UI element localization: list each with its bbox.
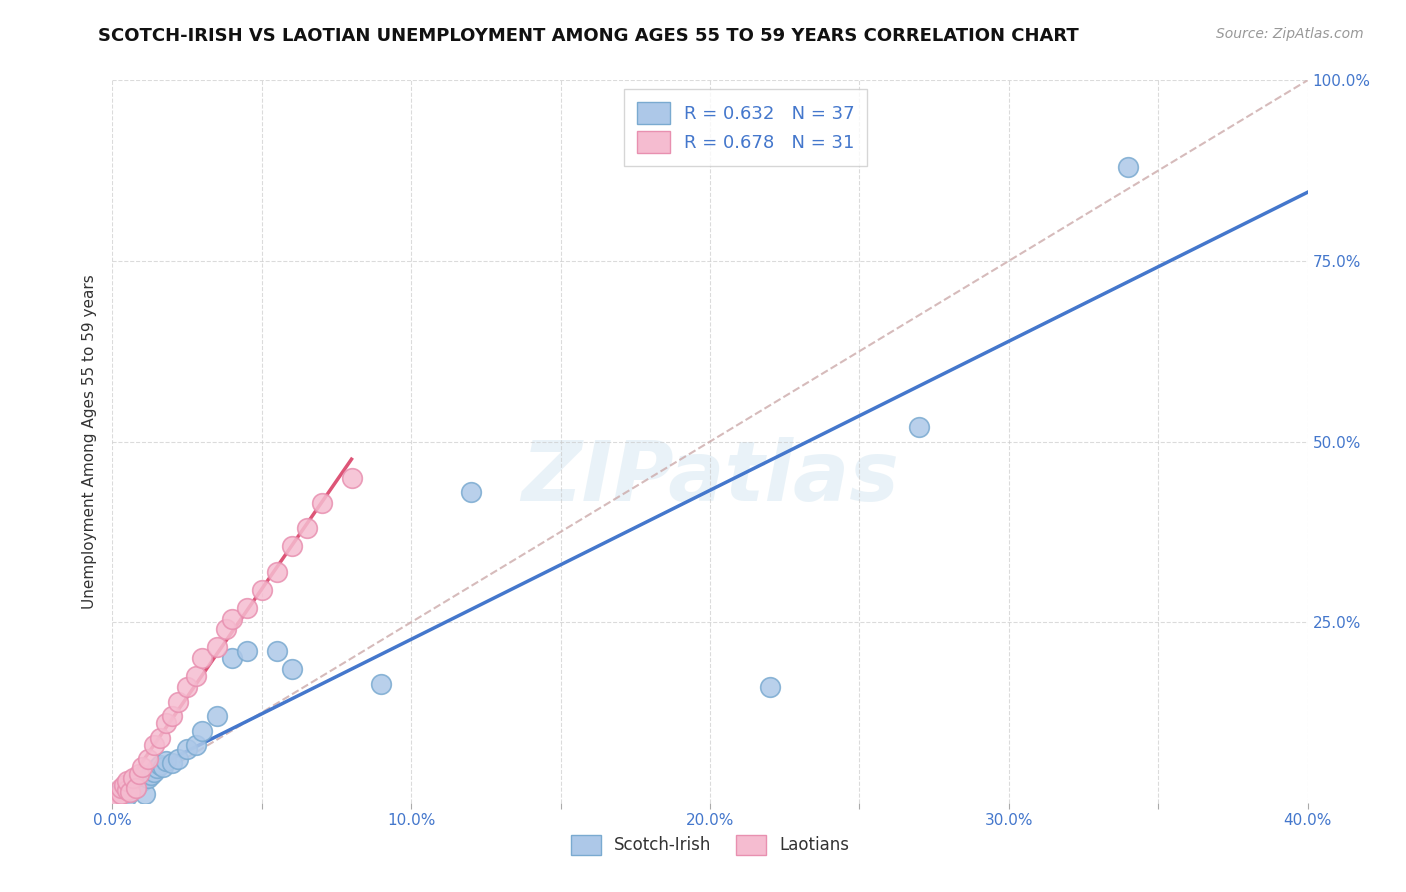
Point bbox=[266, 644, 288, 658]
Point bbox=[167, 695, 190, 709]
Point bbox=[125, 781, 148, 796]
Point bbox=[122, 778, 145, 792]
Point bbox=[120, 785, 142, 799]
Point bbox=[120, 780, 142, 794]
Point bbox=[221, 611, 243, 625]
Point bbox=[117, 781, 139, 796]
Point bbox=[205, 640, 228, 655]
Point bbox=[104, 792, 127, 806]
Point bbox=[138, 752, 160, 766]
Point bbox=[143, 765, 166, 780]
Point bbox=[134, 787, 156, 801]
Point bbox=[110, 785, 132, 799]
Point bbox=[128, 775, 150, 789]
Point bbox=[110, 781, 132, 796]
Point bbox=[143, 738, 166, 752]
Point bbox=[107, 792, 129, 806]
Point bbox=[122, 771, 145, 785]
Text: ZIPatlas: ZIPatlas bbox=[522, 437, 898, 518]
Point bbox=[908, 420, 931, 434]
Legend: Scotch-Irish, Laotians: Scotch-Irish, Laotians bbox=[558, 823, 862, 867]
Point bbox=[125, 781, 148, 796]
Point bbox=[114, 778, 135, 792]
Point bbox=[117, 782, 139, 797]
Point bbox=[281, 662, 304, 676]
Point bbox=[155, 716, 177, 731]
Point bbox=[152, 760, 174, 774]
Point bbox=[1118, 160, 1140, 174]
Point bbox=[110, 789, 132, 803]
Point bbox=[460, 485, 482, 500]
Point bbox=[120, 785, 142, 799]
Text: Source: ZipAtlas.com: Source: ZipAtlas.com bbox=[1216, 27, 1364, 41]
Point bbox=[114, 782, 135, 797]
Point bbox=[370, 676, 392, 690]
Point bbox=[191, 723, 214, 738]
Point bbox=[236, 600, 259, 615]
Point bbox=[131, 760, 153, 774]
Point bbox=[186, 669, 208, 683]
Point bbox=[110, 787, 132, 801]
Point bbox=[141, 768, 163, 782]
Point bbox=[266, 565, 288, 579]
Point bbox=[162, 756, 183, 770]
Point bbox=[107, 790, 129, 805]
Point bbox=[104, 792, 127, 806]
Point bbox=[215, 623, 238, 637]
Point bbox=[146, 761, 169, 775]
Point bbox=[176, 680, 198, 694]
Point bbox=[167, 752, 190, 766]
Point bbox=[149, 758, 172, 772]
Point bbox=[138, 771, 160, 785]
Point bbox=[236, 644, 259, 658]
Point bbox=[205, 709, 228, 723]
Y-axis label: Unemployment Among Ages 55 to 59 years: Unemployment Among Ages 55 to 59 years bbox=[82, 274, 97, 609]
Point bbox=[759, 680, 782, 694]
Point bbox=[191, 651, 214, 665]
Point bbox=[281, 539, 304, 553]
Point bbox=[107, 790, 129, 805]
Point bbox=[128, 767, 150, 781]
Point bbox=[186, 738, 208, 752]
Point bbox=[117, 774, 139, 789]
Point bbox=[311, 496, 333, 510]
Text: SCOTCH-IRISH VS LAOTIAN UNEMPLOYMENT AMONG AGES 55 TO 59 YEARS CORRELATION CHART: SCOTCH-IRISH VS LAOTIAN UNEMPLOYMENT AMO… bbox=[98, 27, 1080, 45]
Point bbox=[162, 709, 183, 723]
Point bbox=[149, 731, 172, 745]
Point bbox=[117, 789, 139, 803]
Point bbox=[221, 651, 243, 665]
Point bbox=[155, 754, 177, 768]
Point bbox=[250, 582, 273, 597]
Point bbox=[176, 741, 198, 756]
Point bbox=[131, 774, 153, 789]
Point bbox=[295, 521, 318, 535]
Point bbox=[340, 470, 363, 484]
